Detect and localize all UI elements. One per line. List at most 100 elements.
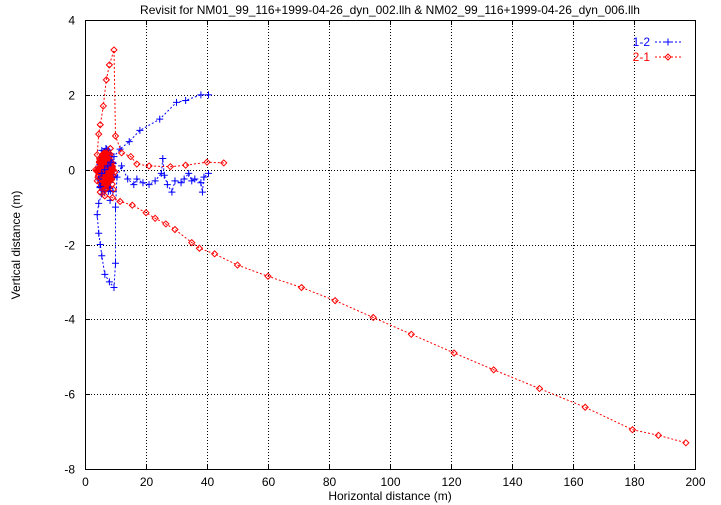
data-point-1-2 <box>197 179 205 187</box>
data-point-1-2 <box>124 175 132 183</box>
data-point-1-2 <box>95 229 103 237</box>
legend-label-2-1: 2-1 <box>633 50 651 64</box>
x-tick-label: 80 <box>323 475 337 489</box>
data-point-2-1 <box>99 102 108 110</box>
legend: 1-22-1 <box>633 35 681 64</box>
data-point-2-1 <box>203 158 211 166</box>
data-point-2-1 <box>162 220 170 228</box>
data-point-2-1 <box>450 349 458 357</box>
data-point-2-1 <box>101 192 109 200</box>
data-point-2-1 <box>195 244 204 252</box>
data-point-2-1 <box>105 61 114 69</box>
data-point-1-2 <box>93 211 101 219</box>
data-point-1-2 <box>168 188 176 196</box>
data-point-2-1 <box>128 201 136 209</box>
x-tick-label: 140 <box>502 475 522 489</box>
cluster-point-2-1 <box>101 168 110 176</box>
data-point-2-1 <box>264 272 272 281</box>
data-point-2-1 <box>95 130 103 138</box>
y-tick-label: -2 <box>64 239 75 253</box>
data-point-1-2 <box>200 173 208 181</box>
data-point-1-2 <box>98 252 106 260</box>
data-point-2-1 <box>127 152 135 161</box>
x-tick-label: 0 <box>82 475 89 489</box>
data-point-1-2 <box>171 177 179 185</box>
x-tick-label: 160 <box>563 475 583 489</box>
cluster-point-2-1 <box>106 144 115 153</box>
data-point-1-2 <box>96 241 104 248</box>
data-point-2-1 <box>166 162 175 171</box>
data-point-1-2 <box>139 179 147 187</box>
data-point-2-1 <box>369 313 377 322</box>
data-point-1-2 <box>107 158 115 166</box>
x-tick-label: 20 <box>140 475 154 489</box>
data-point-1-2 <box>110 284 118 292</box>
y-tick-label: -8 <box>64 463 75 477</box>
data-point-2-1 <box>102 76 111 84</box>
data-point-1-2 <box>197 91 205 99</box>
data-point-1-2 <box>98 169 106 177</box>
data-point-2-1 <box>117 149 126 157</box>
y-tick-label: -4 <box>64 313 75 327</box>
data-point-2-1 <box>145 162 153 170</box>
data-point-2-1 <box>96 121 104 129</box>
data-point-1-2 <box>112 203 119 211</box>
data-point-2-1 <box>93 150 101 159</box>
chart-title: Revisit for NM01_99_116+1999-04-26_dyn_0… <box>140 3 640 17</box>
y-tick-label: -6 <box>64 388 75 402</box>
data-point-2-1 <box>407 330 416 339</box>
data-point-2-1 <box>210 250 219 258</box>
data-point-2-1 <box>91 165 100 174</box>
x-ticks: 0 20 40 60 80 100 120 140 160 180 200 <box>82 20 706 489</box>
y-ticks: -8 -6 -4 -2 0 2 4 <box>64 14 695 477</box>
data-point-1-2 <box>104 162 112 170</box>
cluster-point-2-1 <box>104 170 113 178</box>
data-point-1-2 <box>159 154 167 162</box>
data-point-1-2 <box>205 169 213 177</box>
data-point-1-2 <box>105 278 113 286</box>
legend-marker-1-2 <box>664 38 672 46</box>
data-point-1-2 <box>151 177 159 185</box>
data-point-2-1 <box>181 161 190 169</box>
data-point-2-1 <box>628 426 637 434</box>
data-point-1-2 <box>145 181 153 189</box>
data-point-1-2 <box>177 179 185 187</box>
data-point-2-1 <box>535 384 544 393</box>
data-point-2-1 <box>171 225 179 234</box>
data-point-1-2 <box>95 199 103 207</box>
data-point-2-1 <box>111 132 120 140</box>
data-point-1-2 <box>112 259 119 267</box>
data-point-1-2 <box>205 91 213 99</box>
x-tick-label: 100 <box>380 475 400 489</box>
data-point-1-2 <box>191 175 199 183</box>
data-point-1-2 <box>101 166 109 174</box>
y-tick-label: 0 <box>68 164 75 178</box>
data-point-2-1 <box>93 177 101 185</box>
x-tick-label: 180 <box>624 475 644 489</box>
data-point-1-2 <box>136 126 144 134</box>
x-axis-label: Horizontal distance (m) <box>328 489 451 503</box>
data-point-1-2 <box>118 162 126 170</box>
data-point-1-2 <box>185 169 193 177</box>
series-line-2-1 <box>95 49 687 444</box>
data-point-2-1 <box>188 238 196 247</box>
series-layer <box>91 46 690 447</box>
data-point-2-1 <box>116 197 124 206</box>
data-point-2-1 <box>108 194 117 202</box>
y-tick-label: 4 <box>68 14 75 28</box>
cluster-point-2-1 <box>100 157 108 165</box>
data-point-2-1 <box>331 296 339 305</box>
data-point-1-2 <box>133 175 141 183</box>
data-point-1-2 <box>188 177 196 185</box>
x-tick-label: 40 <box>201 475 215 489</box>
data-point-1-2 <box>130 181 138 189</box>
data-point-2-1 <box>142 208 150 217</box>
data-point-2-1 <box>654 431 663 440</box>
x-tick-label: 200 <box>685 475 705 489</box>
legend-label-1-2: 1-2 <box>633 35 651 49</box>
data-point-1-2 <box>113 173 121 181</box>
legend-marker-2-1 <box>664 53 672 61</box>
data-point-1-2 <box>101 270 109 278</box>
data-point-2-1 <box>96 188 104 196</box>
